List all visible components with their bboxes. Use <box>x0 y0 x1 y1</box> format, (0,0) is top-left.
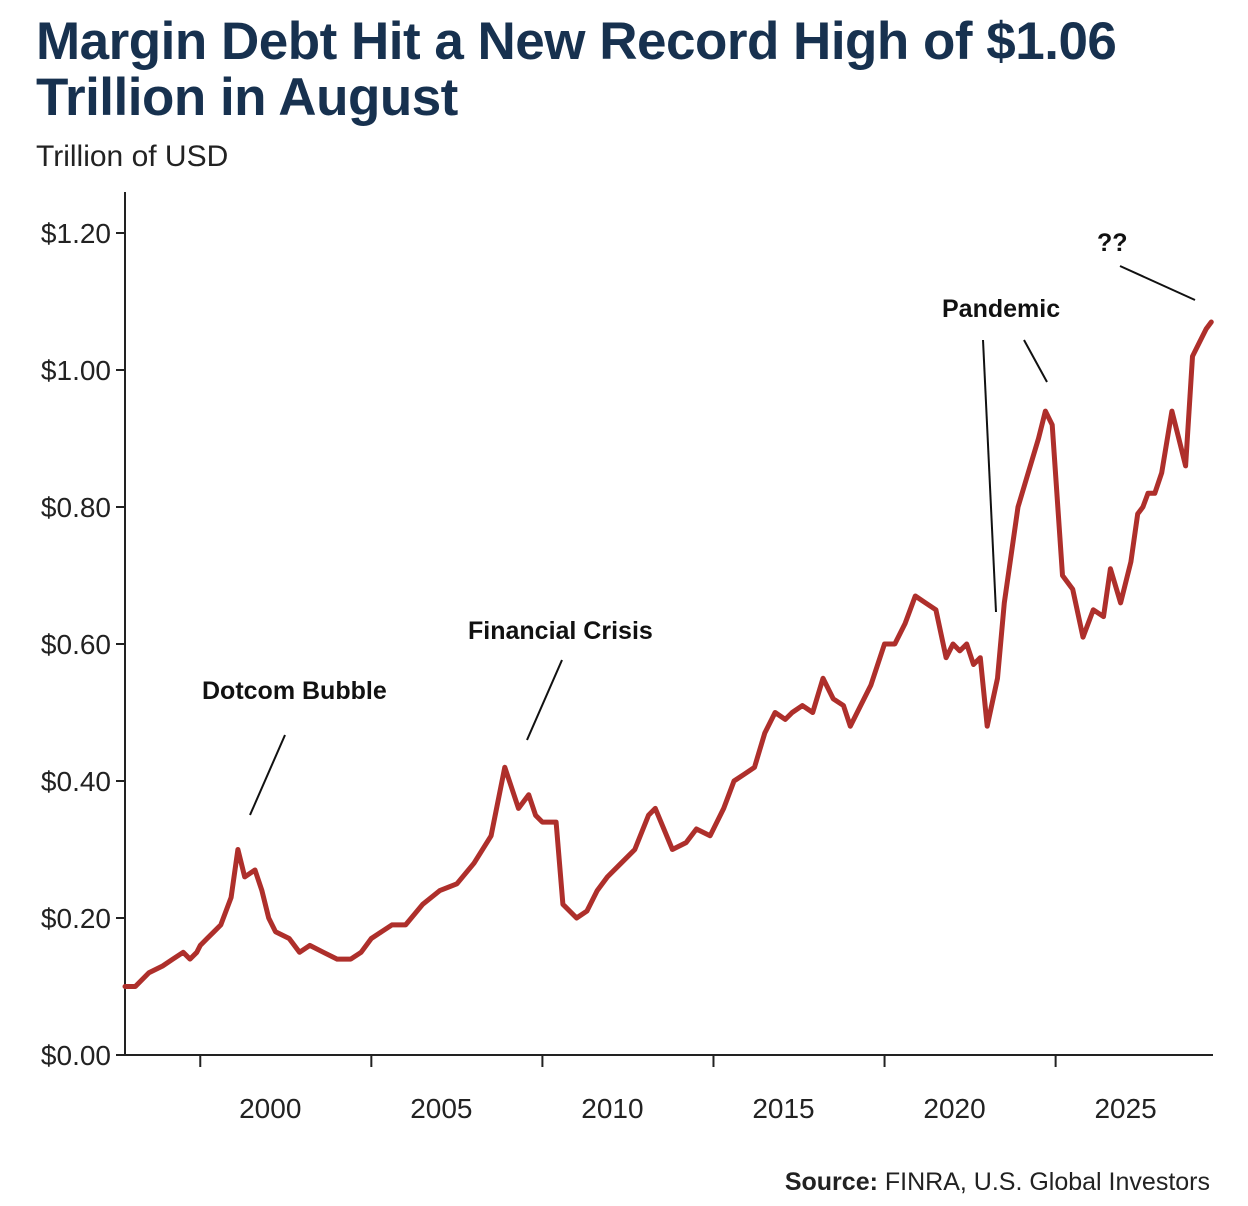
source-note: Source: FINRA, U.S. Global Investors <box>785 1168 1210 1197</box>
y-tick-label: $1.00 <box>41 355 111 386</box>
x-tick-label: 2020 <box>923 1093 985 1124</box>
annotation-label: Dotcom Bubble <box>202 677 387 705</box>
source-label: Source: <box>784 1168 878 1196</box>
y-tick-label: $0.00 <box>41 1040 111 1071</box>
y-unit-label: Trillion of USD <box>36 140 229 173</box>
y-tick-label: $0.60 <box>41 629 111 660</box>
margin-debt-line <box>122 319 1214 989</box>
annotation-label: ?? <box>1097 229 1128 257</box>
y-tick-label: $0.20 <box>41 903 111 934</box>
annotation-pointer <box>249 734 286 816</box>
annotation-pointer <box>982 339 997 613</box>
x-tick-label: 2005 <box>410 1093 472 1124</box>
annotation-pointer <box>1023 339 1048 383</box>
y-tick-label: $0.40 <box>41 766 111 797</box>
x-tick-label: 2025 <box>1094 1093 1156 1124</box>
annotation-label: Pandemic <box>942 295 1060 323</box>
x-tick-label: 2015 <box>752 1093 814 1124</box>
x-tick-label: 2000 <box>239 1093 301 1124</box>
chart-title: Margin Debt Hit a New Record High of $1.… <box>36 12 1117 127</box>
x-tick-label: 2010 <box>581 1093 643 1124</box>
annotation-pointer <box>1119 265 1196 301</box>
annotation-pointer <box>526 659 563 741</box>
y-tick-label: $1.20 <box>41 218 111 249</box>
source-text: FINRA, U.S. Global Investors <box>884 1168 1210 1196</box>
annotation-label: Financial Crisis <box>468 617 653 645</box>
y-tick-label: $0.80 <box>41 492 111 523</box>
